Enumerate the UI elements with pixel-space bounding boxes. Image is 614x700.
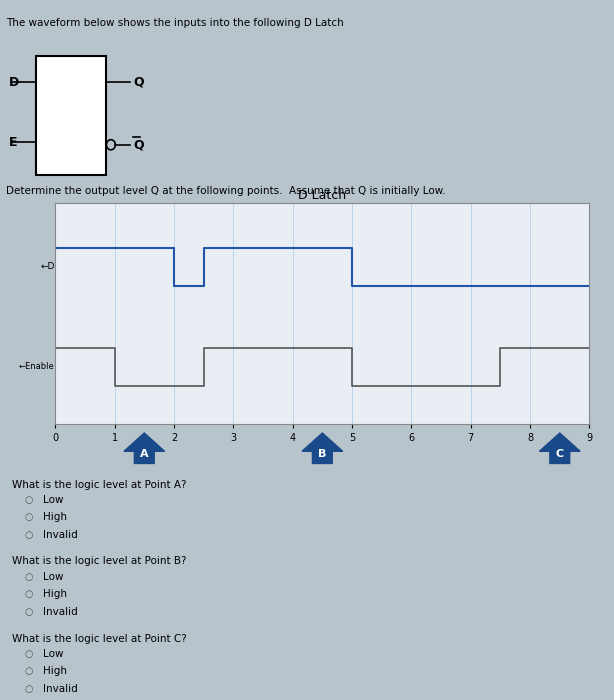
Text: Low: Low [43, 495, 63, 505]
Text: Invalid: Invalid [43, 530, 78, 540]
Text: ○: ○ [25, 512, 33, 522]
Text: The waveform below shows the inputs into the following D Latch: The waveform below shows the inputs into… [6, 18, 344, 27]
Text: ○: ○ [25, 572, 33, 582]
Text: Low: Low [43, 572, 63, 582]
Text: High: High [43, 666, 67, 676]
Text: Low: Low [43, 649, 63, 659]
Text: ○: ○ [25, 666, 33, 676]
Text: What is the logic level at Point B?: What is the logic level at Point B? [12, 556, 187, 566]
Text: ○: ○ [25, 530, 33, 540]
Bar [36, 56, 106, 176]
Text: ○: ○ [25, 684, 33, 694]
Text: Determine the output level Q at the following points.  Assume that Q is initiall: Determine the output level Q at the foll… [6, 186, 446, 195]
Text: ○: ○ [25, 495, 33, 505]
Text: E: E [9, 136, 17, 148]
Text: C: C [556, 449, 564, 459]
Text: Q: Q [133, 76, 144, 89]
Text: ○: ○ [25, 607, 33, 617]
Text: High: High [43, 589, 67, 599]
Text: ○: ○ [25, 589, 33, 599]
Text: ←Enable: ←Enable [19, 362, 55, 371]
Text: ○: ○ [25, 649, 33, 659]
Text: Q: Q [133, 139, 144, 151]
Text: D: D [9, 76, 19, 89]
FancyArrow shape [540, 433, 580, 463]
Text: Invalid: Invalid [43, 684, 78, 694]
Title: D Latch: D Latch [298, 189, 346, 202]
Text: What is the logic level at Point A?: What is the logic level at Point A? [12, 480, 187, 489]
FancyArrow shape [302, 433, 343, 463]
Text: ←D: ←D [41, 262, 55, 271]
Text: A: A [140, 449, 149, 459]
Text: B: B [318, 449, 327, 459]
Text: High: High [43, 512, 67, 522]
Text: Invalid: Invalid [43, 607, 78, 617]
Text: What is the logic level at Point C?: What is the logic level at Point C? [12, 634, 187, 643]
FancyArrow shape [124, 433, 165, 463]
